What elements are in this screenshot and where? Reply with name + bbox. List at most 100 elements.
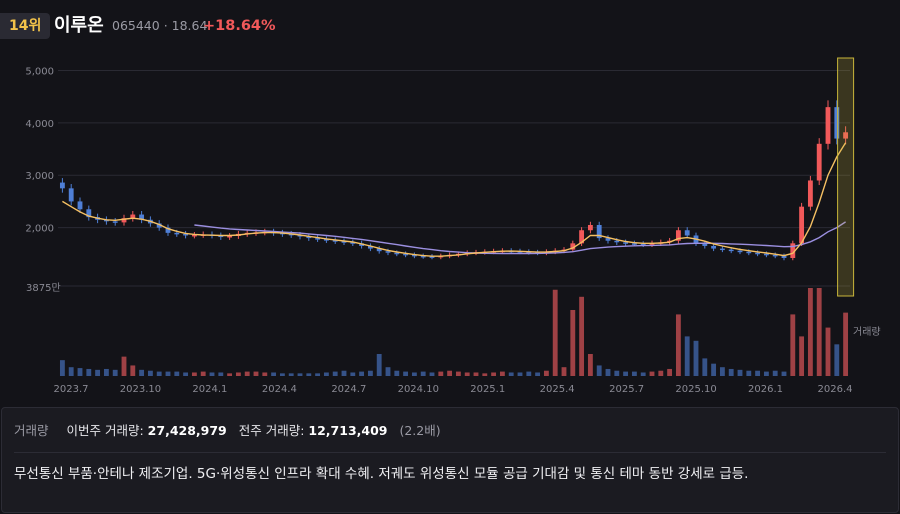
volume-bar	[447, 370, 453, 376]
volume-bar	[253, 371, 259, 376]
candle-body	[711, 245, 717, 249]
volume-key: 거래량	[14, 423, 49, 438]
candle-body	[323, 239, 329, 241]
x-tick-label: 2024.1	[192, 384, 227, 395]
volume-ratio: (2.2배)	[399, 423, 441, 438]
volume-bar	[367, 370, 373, 376]
x-tick-label: 2024.4	[262, 384, 297, 395]
volume-bar	[315, 373, 321, 376]
volume-bar	[667, 368, 673, 376]
y-tick-label: 2,000	[25, 224, 54, 235]
volume-bar	[843, 312, 849, 376]
volume-bar	[755, 370, 761, 376]
volume-bar	[77, 368, 83, 376]
candle-body	[306, 236, 312, 239]
volume-bar	[526, 371, 532, 376]
y-tick-label: 5,000	[25, 66, 54, 77]
candle-body	[376, 248, 382, 252]
volume-bar	[121, 356, 127, 376]
volume-bar	[825, 327, 831, 376]
candle-body	[825, 107, 831, 144]
volume-bar	[359, 371, 365, 376]
volume-bar	[420, 371, 426, 376]
volume-bar	[59, 360, 65, 376]
candle-body	[359, 243, 365, 246]
volume-bar	[376, 354, 382, 376]
x-tick-label: 2026.4	[818, 384, 853, 395]
volume-bar	[834, 344, 840, 376]
volume-bar	[235, 372, 241, 376]
volume-bar	[570, 310, 576, 376]
candle-body	[570, 243, 576, 250]
y-tick-label: 3,000	[25, 171, 54, 182]
candle-body	[130, 214, 136, 219]
volume-bar	[191, 372, 197, 376]
volume-bar	[271, 372, 277, 376]
price-chart[interactable]: 5,000 4,000 3,000 2,000 2023.7 2023.10 2024.1…	[0, 50, 900, 400]
volume-bar	[535, 372, 541, 376]
volume-bar	[508, 372, 514, 376]
candle-body	[77, 201, 83, 210]
stock-name[interactable]: 이루온	[54, 15, 104, 36]
last-week-volume: 12,713,409	[308, 423, 388, 438]
candle-body	[121, 218, 127, 223]
candle-body	[420, 255, 426, 258]
candle-body	[526, 251, 532, 254]
volume-bar	[631, 371, 637, 376]
volume-bar	[587, 354, 593, 376]
candle-body	[191, 234, 197, 237]
candle-body	[640, 243, 646, 246]
candle-body	[429, 256, 435, 258]
volume-bar	[675, 314, 681, 376]
candle-body	[605, 238, 611, 241]
volume-bar	[183, 372, 189, 376]
candle-body	[68, 188, 74, 202]
volume-bar	[323, 372, 329, 376]
x-axis-labels: 2023.7 2023.10 2024.1 2024.4 2024.7 2024.10 20…	[54, 384, 853, 395]
volume-bar	[623, 371, 629, 376]
volume-bar	[209, 372, 215, 376]
volume-bar	[816, 288, 822, 376]
candle-body	[394, 252, 400, 255]
candle-body	[156, 223, 162, 228]
volume-bar	[165, 371, 171, 376]
volume-bar	[605, 368, 611, 376]
ma-fast-line	[62, 142, 847, 257]
candle-body	[623, 242, 629, 244]
ma-slow-line	[194, 221, 846, 255]
panel-divider	[14, 452, 886, 453]
volume-bar	[411, 372, 417, 376]
y-axis-labels: 5,000 4,000 3,000 2,000	[25, 66, 54, 234]
volume-bar	[781, 371, 787, 376]
volume-bar	[746, 370, 752, 376]
y-tick-label: 4,000	[25, 119, 54, 130]
volume-bar	[218, 372, 224, 376]
x-tick-label: 2024.10	[398, 384, 439, 395]
volume-bar	[719, 367, 725, 376]
candle-body	[807, 180, 813, 207]
candle-body	[763, 253, 769, 256]
candle-body	[59, 182, 65, 189]
volume-bar	[341, 370, 347, 376]
volume-bar	[702, 358, 708, 376]
volume-bar	[649, 371, 655, 376]
volume-bar	[517, 372, 523, 376]
last-week-label: 전주 거래량:	[238, 423, 305, 438]
candle-body	[649, 243, 655, 245]
x-tick-label: 2023.10	[120, 384, 161, 395]
candle-body	[183, 233, 189, 236]
highlight-box	[837, 57, 855, 297]
volume-bar	[156, 371, 162, 376]
volume-bar	[112, 369, 118, 376]
volume-bar	[728, 368, 734, 376]
volume-bar	[332, 371, 338, 376]
volume-bar	[130, 365, 136, 376]
candle-body	[843, 132, 849, 139]
x-tick-label: 2025.4	[540, 384, 575, 395]
this-week-volume: 27,428,979	[147, 423, 227, 438]
candle-body	[403, 253, 409, 256]
current-week-highlight	[837, 57, 855, 297]
candle-body	[367, 245, 373, 249]
volume-bar	[543, 370, 549, 376]
volume-bar	[227, 373, 233, 376]
